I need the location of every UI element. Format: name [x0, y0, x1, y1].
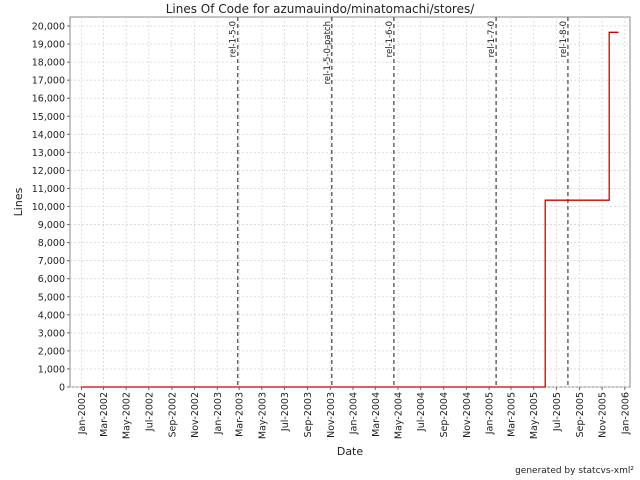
generator-credit: generated by statcvs-xml² [515, 466, 634, 476]
y-axis-label: Lines [12, 187, 25, 216]
x-tick-label: Jul-2005 [552, 392, 563, 432]
y-tick-label: 11,000 [32, 184, 65, 195]
y-tick-label: 10,000 [32, 202, 65, 213]
x-tick-label: May-2002 [122, 392, 133, 439]
chart-title: Lines Of Code for azumauindo/minatomachi… [166, 2, 476, 16]
grid-lines [70, 17, 630, 388]
y-tick-label: 20,000 [32, 22, 65, 33]
x-axis: Jan-2002 Mar-2002 May-2002 Jul-2002 Sep-2002… [77, 387, 631, 439]
y-tick-label: 6,000 [38, 274, 65, 285]
x-axis-label: Date [337, 445, 364, 458]
x-tick-label: Jan-2006 [620, 392, 631, 435]
x-tick-label: Sep-2003 [303, 392, 314, 438]
y-tick-label: 1,000 [38, 364, 65, 375]
y-tick-label: 19,000 [32, 40, 65, 51]
y-tick-label: 13,000 [32, 148, 65, 159]
release-marker-label: rel-1-8-0 [559, 21, 569, 57]
y-tick-label: 17,000 [32, 76, 65, 87]
y-tick-label: 18,000 [32, 58, 65, 69]
lines-of-code-series [81, 31, 619, 388]
y-tick-label: 8,000 [38, 238, 65, 249]
release-marker-label: rel-1-7-0 [487, 21, 497, 57]
x-tick-label: Jul-2002 [144, 392, 155, 432]
x-tick-label: Jul-2003 [280, 392, 291, 432]
series-lines [81, 31, 619, 388]
x-tick-label: Sep-2002 [167, 392, 178, 438]
release-marker-label: rel-1-5-0 [229, 21, 239, 57]
release-marker-label: rel-1-5-0-patch [323, 21, 333, 84]
x-tick-label: Jan-2005 [485, 392, 496, 435]
release-markers: rel-1-5-0 rel-1-5-0-patch rel-1-6-0 rel-1-7… [229, 17, 569, 387]
x-tick-label: Nov-2005 [598, 392, 609, 438]
x-tick-label: Jul-2004 [416, 392, 427, 432]
y-tick-label: 4,000 [38, 310, 65, 321]
y-tick-label: 3,000 [38, 328, 65, 339]
x-tick-label: Nov-2002 [190, 392, 201, 438]
y-tick-label: 0 [59, 383, 65, 394]
x-tick-label: Nov-2003 [326, 392, 337, 438]
y-tick-label: 14,000 [32, 130, 65, 141]
x-tick-label: Jan-2002 [77, 392, 88, 435]
x-tick-label: Nov-2004 [462, 392, 473, 438]
y-tick-label: 15,000 [32, 112, 65, 123]
y-tick-label: 12,000 [32, 166, 65, 177]
y-tick-label: 5,000 [38, 292, 65, 303]
x-tick-label: Sep-2004 [439, 392, 450, 438]
release-marker-label: rel-1-6-0 [385, 21, 395, 57]
x-tick-label: May-2003 [257, 392, 268, 439]
y-tick-label: 7,000 [38, 256, 65, 267]
x-tick-label: May-2005 [529, 392, 540, 439]
y-tick-label: 2,000 [38, 346, 65, 357]
x-tick-label: Mar-2002 [99, 392, 110, 437]
x-tick-label: Jan-2003 [213, 392, 224, 435]
x-tick-label: Mar-2003 [235, 392, 246, 437]
y-tick-label: 9,000 [38, 220, 65, 231]
plot-area [69, 16, 631, 388]
x-tick-label: Jan-2004 [348, 392, 359, 435]
x-tick-label: Sep-2005 [575, 392, 586, 438]
y-tick-label: 16,000 [32, 94, 65, 105]
x-tick-label: Mar-2005 [507, 392, 518, 437]
x-tick-label: Mar-2004 [371, 392, 382, 437]
y-axis: 0 1,000 2,000 3,000 4,000 5,000 6,000 7,000 8,00… [32, 22, 70, 394]
x-tick-label: May-2004 [393, 392, 404, 439]
